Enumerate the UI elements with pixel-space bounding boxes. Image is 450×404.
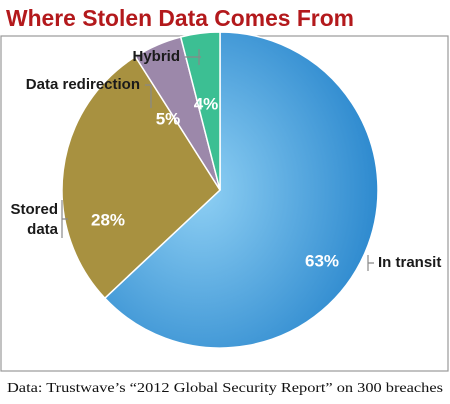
- category-label: Data redirection: [26, 76, 140, 93]
- value-label: 5%: [156, 109, 181, 128]
- bracket: [145, 84, 152, 108]
- value-label: 4%: [194, 94, 219, 113]
- chart-title: Where Stolen Data Comes From: [6, 5, 354, 31]
- pie-slice: [61, 55, 221, 300]
- category-label: In transit: [378, 254, 441, 271]
- bracket: [367, 255, 374, 271]
- pie: [61, 31, 379, 349]
- bracket: [185, 49, 201, 65]
- pie-slice: [103, 31, 379, 349]
- category-label: Stored data: [10, 201, 58, 238]
- bracket: [61, 200, 68, 238]
- value-label: 63%: [305, 251, 339, 270]
- value-label: 28%: [91, 210, 125, 229]
- source-note: Data: Trustwave’s “2012 Global Security …: [7, 380, 443, 395]
- pie-slice: [179, 31, 221, 191]
- category-label: Hybrid: [132, 48, 180, 65]
